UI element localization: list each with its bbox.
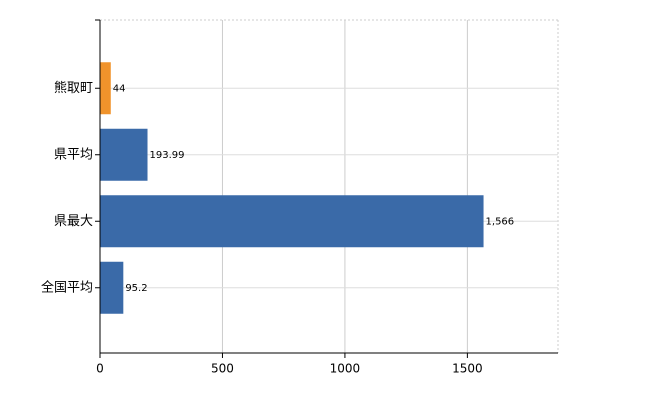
x-tick-label: 0 <box>96 362 104 376</box>
y-tick-label: 県平均 <box>54 147 93 162</box>
value-label: 1,566 <box>486 216 515 227</box>
bar <box>100 195 484 248</box>
y-tick-label: 熊取町 <box>54 80 93 96</box>
bar <box>100 261 124 314</box>
value-label: 44 <box>113 83 126 94</box>
value-label: 193.99 <box>150 150 185 161</box>
bar <box>100 128 148 181</box>
value-label: 95.2 <box>125 283 147 294</box>
x-tick-label: 1000 <box>330 362 361 376</box>
x-tick-label: 1500 <box>452 362 483 376</box>
x-tick-label: 500 <box>211 362 234 376</box>
bar <box>100 62 111 115</box>
y-tick-label: 県最大 <box>54 214 93 229</box>
y-tick-label: 全国平均 <box>41 279 93 295</box>
